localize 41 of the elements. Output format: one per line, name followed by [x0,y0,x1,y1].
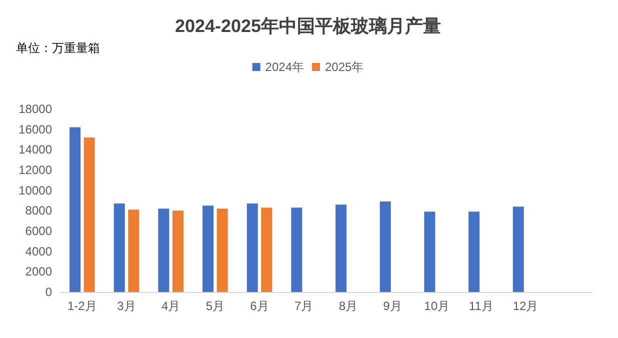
bar [246,204,258,292]
bar [468,212,480,292]
x-tick-label: 5月 [206,299,225,313]
y-tick-label: 10000 [18,183,52,198]
x-tick-label: 7月 [294,299,314,313]
x-tick-label: 4月 [161,299,180,313]
bar [216,208,228,292]
legend-label: 2025年 [325,60,364,74]
y-tick-label: 12000 [18,163,52,177]
bar [158,208,170,292]
text: 单位：万重量箱 [16,41,100,55]
x-tick-label: 3月 [117,299,136,313]
x-tick-label: 11月 [468,299,494,313]
x-tick-label: 10月 [424,299,450,313]
y-tick-label: 14000 [18,142,52,157]
bar [202,206,214,292]
y-tick-label: 0 [45,285,52,299]
bar [512,206,524,292]
bar [70,127,81,292]
bar [336,204,347,292]
y-tick-label: 6000 [25,224,52,238]
x-tick-label: 12月 [512,299,538,313]
y-tick-label: 18000 [18,102,52,116]
bar [128,210,140,292]
y-tick-label: 8000 [25,204,52,218]
x-tick-label: 6月 [250,299,269,313]
y-tick-label: 16000 [18,122,52,136]
legend-label: 2024年 [265,60,304,74]
x-tick-label: 8月 [338,299,358,313]
chart-title: 2024-2025年中国平板玻璃月产量 [174,16,442,36]
bar [291,208,302,292]
y-tick-label: 2000 [25,264,52,279]
bar [424,212,436,292]
x-tick-label: 1-2月 [67,299,97,313]
y-tick-label: 4000 [25,244,52,258]
bar [172,210,184,292]
bar [114,204,125,292]
x-tick-label: 9月 [383,299,402,313]
bar [84,137,95,292]
bar [380,202,391,292]
bar [261,208,272,292]
